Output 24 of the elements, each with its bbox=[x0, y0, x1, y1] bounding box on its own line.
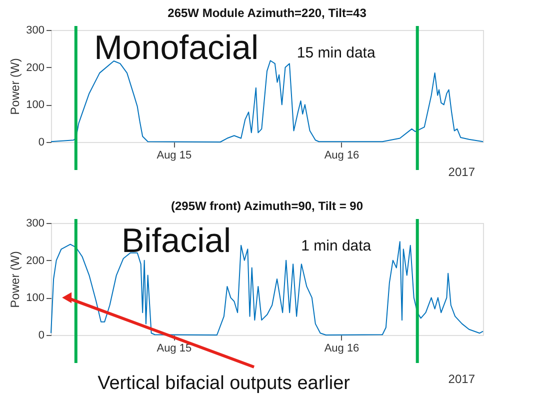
text: 2017 bbox=[448, 165, 476, 179]
y-tick-label: 300 bbox=[26, 218, 44, 230]
annotation: 15 min data bbox=[296, 44, 376, 62]
line-series bbox=[50, 60, 484, 142]
y-tick-label: 100 bbox=[26, 99, 44, 112]
annotation: 1 min data bbox=[301, 237, 372, 254]
y-tick-label: 0 bbox=[38, 136, 44, 148]
annotation: Bifacial bbox=[121, 222, 232, 260]
annotation: Vertical bifacial outputs earlier bbox=[98, 373, 351, 394]
chart-title: 265W Module Azimuth=220, Tilt=43 bbox=[168, 6, 367, 20]
y-axis-title: Power (W) bbox=[8, 251, 22, 308]
x-tick-label: Aug 16 bbox=[324, 342, 360, 354]
chart-title: (295W front) Azimuth=90, Tilt = 90 bbox=[170, 199, 364, 213]
y-tick-label: 200 bbox=[26, 254, 44, 267]
y-tick-label: 0 bbox=[38, 330, 44, 342]
y-tick-label: 200 bbox=[26, 62, 44, 74]
annotation: Monofacial bbox=[94, 29, 258, 68]
text: 2017 bbox=[448, 372, 476, 386]
y-tick-label: 100 bbox=[26, 292, 44, 304]
x-tick-label: Aug 16 bbox=[324, 150, 360, 162]
y-axis-title: Power (W) bbox=[8, 58, 22, 115]
y-tick-label: 300 bbox=[26, 24, 44, 36]
x-tick-label: Aug 15 bbox=[156, 150, 192, 162]
x-tick-label: Aug 15 bbox=[156, 342, 192, 354]
